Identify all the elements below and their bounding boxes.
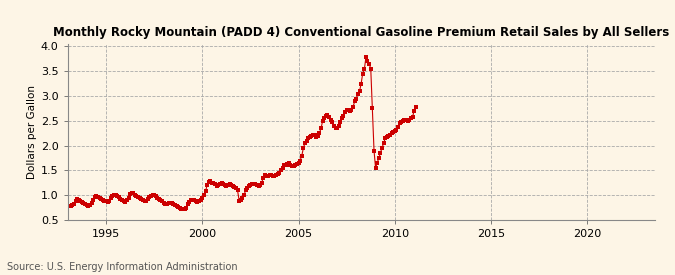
Title: Monthly Rocky Mountain (PADD 4) Conventional Gasoline Premium Retail Sales by Al: Monthly Rocky Mountain (PADD 4) Conventi… [53, 26, 669, 39]
Y-axis label: Dollars per Gallon: Dollars per Gallon [26, 85, 36, 179]
Text: Source: U.S. Energy Information Administration: Source: U.S. Energy Information Administ… [7, 262, 238, 272]
